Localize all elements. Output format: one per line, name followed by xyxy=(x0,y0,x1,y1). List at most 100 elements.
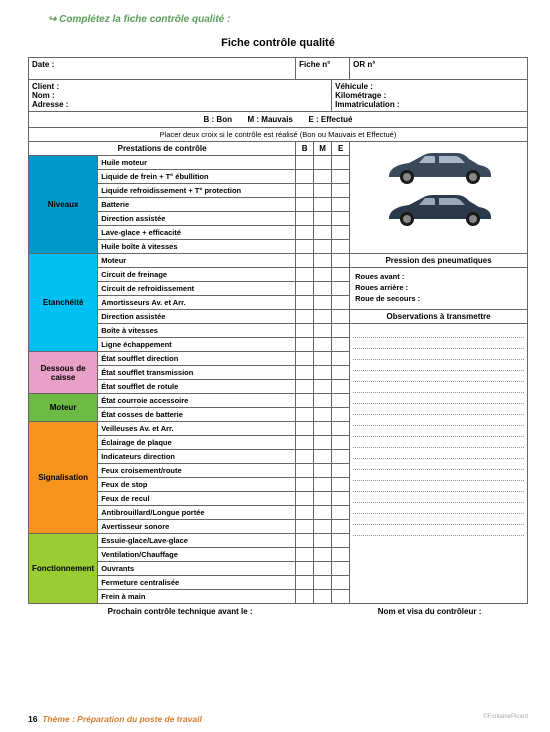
check-b[interactable] xyxy=(296,226,314,240)
check-b[interactable] xyxy=(296,394,314,408)
check-m[interactable] xyxy=(314,156,332,170)
check-e[interactable] xyxy=(332,436,350,450)
check-b[interactable] xyxy=(296,422,314,436)
check-b[interactable] xyxy=(296,576,314,590)
check-b[interactable] xyxy=(296,478,314,492)
check-e[interactable] xyxy=(332,268,350,282)
check-e[interactable] xyxy=(332,506,350,520)
check-b[interactable] xyxy=(296,324,314,338)
check-b[interactable] xyxy=(296,436,314,450)
check-m[interactable] xyxy=(314,338,332,352)
check-e[interactable] xyxy=(332,240,350,254)
obs-line[interactable] xyxy=(353,360,524,371)
check-m[interactable] xyxy=(314,254,332,268)
check-m[interactable] xyxy=(314,212,332,226)
obs-line[interactable] xyxy=(353,481,524,492)
check-m[interactable] xyxy=(314,170,332,184)
check-e[interactable] xyxy=(332,296,350,310)
check-m[interactable] xyxy=(314,366,332,380)
check-m[interactable] xyxy=(314,450,332,464)
obs-line[interactable] xyxy=(353,338,524,349)
check-b[interactable] xyxy=(296,548,314,562)
check-e[interactable] xyxy=(332,450,350,464)
check-e[interactable] xyxy=(332,170,350,184)
obs-line[interactable] xyxy=(353,514,524,525)
check-e[interactable] xyxy=(332,366,350,380)
check-b[interactable] xyxy=(296,282,314,296)
obs-line[interactable] xyxy=(353,503,524,514)
obs-line[interactable] xyxy=(353,415,524,426)
check-b[interactable] xyxy=(296,590,314,604)
check-e[interactable] xyxy=(332,478,350,492)
check-e[interactable] xyxy=(332,590,350,604)
check-m[interactable] xyxy=(314,464,332,478)
check-b[interactable] xyxy=(296,338,314,352)
check-e[interactable] xyxy=(332,198,350,212)
check-b[interactable] xyxy=(296,170,314,184)
check-e[interactable] xyxy=(332,380,350,394)
check-b[interactable] xyxy=(296,450,314,464)
check-m[interactable] xyxy=(314,198,332,212)
check-m[interactable] xyxy=(314,282,332,296)
check-b[interactable] xyxy=(296,520,314,534)
check-m[interactable] xyxy=(314,296,332,310)
check-m[interactable] xyxy=(314,478,332,492)
check-b[interactable] xyxy=(296,492,314,506)
check-e[interactable] xyxy=(332,156,350,170)
check-b[interactable] xyxy=(296,310,314,324)
check-e[interactable] xyxy=(332,226,350,240)
check-b[interactable] xyxy=(296,352,314,366)
check-m[interactable] xyxy=(314,352,332,366)
obs-line[interactable] xyxy=(353,437,524,448)
check-m[interactable] xyxy=(314,506,332,520)
check-b[interactable] xyxy=(296,268,314,282)
obs-line[interactable] xyxy=(353,393,524,404)
check-m[interactable] xyxy=(314,534,332,548)
check-e[interactable] xyxy=(332,464,350,478)
check-b[interactable] xyxy=(296,296,314,310)
check-e[interactable] xyxy=(332,212,350,226)
check-m[interactable] xyxy=(314,226,332,240)
check-m[interactable] xyxy=(314,436,332,450)
obs-line[interactable] xyxy=(353,349,524,360)
check-e[interactable] xyxy=(332,310,350,324)
check-e[interactable] xyxy=(332,282,350,296)
check-b[interactable] xyxy=(296,562,314,576)
check-b[interactable] xyxy=(296,464,314,478)
obs-line[interactable] xyxy=(353,525,524,536)
check-m[interactable] xyxy=(314,184,332,198)
check-b[interactable] xyxy=(296,408,314,422)
obs-line[interactable] xyxy=(353,492,524,503)
check-b[interactable] xyxy=(296,198,314,212)
check-m[interactable] xyxy=(314,240,332,254)
check-m[interactable] xyxy=(314,324,332,338)
check-m[interactable] xyxy=(314,520,332,534)
check-m[interactable] xyxy=(314,548,332,562)
check-b[interactable] xyxy=(296,184,314,198)
check-b[interactable] xyxy=(296,366,314,380)
obs-line[interactable] xyxy=(353,404,524,415)
obs-line[interactable] xyxy=(353,426,524,437)
check-m[interactable] xyxy=(314,310,332,324)
check-e[interactable] xyxy=(332,520,350,534)
check-e[interactable] xyxy=(332,254,350,268)
check-b[interactable] xyxy=(296,156,314,170)
check-e[interactable] xyxy=(332,534,350,548)
check-e[interactable] xyxy=(332,338,350,352)
check-m[interactable] xyxy=(314,422,332,436)
check-b[interactable] xyxy=(296,380,314,394)
obs-line[interactable] xyxy=(353,371,524,382)
check-e[interactable] xyxy=(332,562,350,576)
check-b[interactable] xyxy=(296,254,314,268)
check-e[interactable] xyxy=(332,184,350,198)
check-m[interactable] xyxy=(314,576,332,590)
check-m[interactable] xyxy=(314,492,332,506)
check-e[interactable] xyxy=(332,492,350,506)
obs-line[interactable] xyxy=(353,382,524,393)
obs-line[interactable] xyxy=(353,327,524,338)
check-m[interactable] xyxy=(314,380,332,394)
obs-line[interactable] xyxy=(353,448,524,459)
check-e[interactable] xyxy=(332,352,350,366)
obs-line[interactable] xyxy=(353,470,524,481)
check-b[interactable] xyxy=(296,212,314,226)
